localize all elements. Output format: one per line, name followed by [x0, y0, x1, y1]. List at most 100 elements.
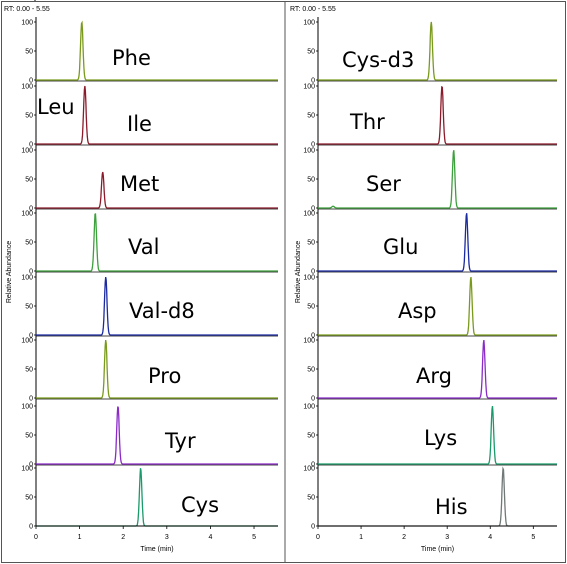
col1-xtick-label: 2: [121, 534, 125, 541]
col1-ytick-label: 50: [25, 0, 33, 2]
series-label-glu: Glu: [383, 235, 418, 259]
series-label-phe: Phe: [112, 46, 151, 70]
col1-x-axis-label: Time (min): [140, 546, 173, 553]
series-label-asp: Asp: [398, 299, 437, 323]
col2-ytick-label: 50: [307, 177, 315, 184]
col1-ytick-label: 0: [29, 142, 33, 149]
series-lys-trace: [318, 405, 557, 465]
col2-xtick-label: 0: [316, 534, 320, 541]
series-leu-trace: [36, 85, 278, 145]
col2-ytick-label: 50: [307, 240, 315, 247]
col2-rt-header: RT: 0.00 - 5.55: [290, 6, 336, 13]
series-ser-trace: [318, 150, 557, 209]
series-label-lys: Lys: [424, 426, 457, 450]
series-ile-trace: [36, 171, 278, 209]
col1-xtick-label: 3: [165, 534, 169, 541]
series-pro-trace: [36, 406, 278, 465]
series-val-trace: [36, 276, 278, 336]
col2-xtick-label: 5: [531, 534, 535, 541]
col2-xtick-label: 3: [445, 534, 449, 541]
series-label-met: Met: [120, 172, 159, 196]
col2-ytick-label: 50: [307, 495, 315, 502]
col2-xtick-label: 1: [359, 534, 363, 541]
col1-ytick-label: 0: [29, 78, 33, 85]
col1-ytick-label: 100: [21, 211, 33, 218]
col1-rt-header: RT: 0.00 - 5.55: [4, 6, 50, 13]
series-met-trace: [36, 213, 278, 272]
col1-ytick-label: 100: [21, 148, 33, 155]
series-cys-d3-trace: [318, 21, 557, 81]
col1-ytick-label: 0: [29, 396, 33, 403]
col1-xtick-label: 5: [252, 534, 256, 541]
col2-ytick-label: 100: [303, 275, 315, 282]
series-tyr-trace: [36, 468, 278, 527]
col1-ytick-label: 50: [25, 113, 33, 120]
col1-ytick-label: 100: [21, 0, 33, 2]
col2-ytick-label: 100: [303, 338, 315, 345]
col2-ytick-label: 0: [311, 524, 315, 531]
series-label-tyr: Tyr: [164, 429, 196, 453]
col1-xtick-label: 1: [78, 534, 82, 541]
col1-ytick-label: 50: [25, 433, 33, 440]
col2-ytick-label: 0: [311, 206, 315, 213]
series-label-val: Val: [128, 235, 159, 259]
col1-ytick-label: 0: [29, 524, 33, 531]
col1-y-axis-label: Relative Abundance: [6, 241, 13, 303]
col1-ytick-label: 50: [25, 304, 33, 311]
col2-ytick-label: 50: [307, 433, 315, 440]
col1-ytick-label: 0: [29, 0, 33, 2]
col1-xtick-label: 0: [34, 534, 38, 541]
series-thr-trace: [318, 85, 557, 145]
series-phe-trace: [36, 20, 278, 81]
col2-ytick-label: 0: [311, 269, 315, 276]
col1-ytick-label: 50: [25, 495, 33, 502]
series-asp-trace: [318, 276, 557, 336]
col2-xtick-label: 2: [402, 534, 406, 541]
series-label-thr: Thr: [349, 110, 385, 134]
col1-ytick-label: 100: [21, 404, 33, 411]
col2-ytick-label: 0: [311, 142, 315, 149]
col1-ytick-label: 0: [29, 206, 33, 213]
series-val-d8-trace: [36, 339, 278, 399]
col1-ytick-label: 100: [21, 338, 33, 345]
col2-xtick-label: 4: [488, 534, 492, 541]
col2-ytick-label: 50: [307, 304, 315, 311]
col2-x-axis-label: Time (min): [421, 546, 454, 553]
col1-ytick-label: 0: [29, 462, 33, 469]
col1-ytick-label: 0: [29, 333, 33, 340]
col2-ytick-label: 100: [303, 148, 315, 155]
col1-ytick-label: 0: [29, 269, 33, 276]
series-label-pro: Pro: [148, 364, 181, 388]
col1-xtick-label: 4: [208, 534, 212, 541]
col2-y-axis-label: Relative Abundance: [295, 241, 302, 303]
col2-ytick-label: 50: [307, 367, 315, 374]
col1-ytick-label: 100: [21, 20, 33, 27]
series-arg-trace: [318, 339, 557, 399]
series-label-cys-d3: Cys-d3: [342, 48, 414, 72]
series-label-ile: Ile: [127, 112, 152, 136]
col1-ytick-label: 50: [25, 240, 33, 247]
col1-ytick-label: 100: [21, 84, 33, 91]
series-label-leu: Leu: [37, 95, 75, 119]
col1-ytick-label: 50: [25, 367, 33, 374]
col2-ytick-label: 100: [303, 404, 315, 411]
col2-ytick-label: 50: [307, 49, 315, 56]
col2-ytick-label: 0: [311, 462, 315, 469]
col1-ytick-label: 50: [25, 49, 33, 56]
series-label-his: His: [435, 495, 468, 519]
col2-ytick-label: 50: [307, 113, 315, 120]
col2-ytick-label: 100: [303, 211, 315, 218]
col2-ytick-label: 0: [311, 333, 315, 340]
col1-ytick-label: 100: [21, 466, 33, 473]
series-label-cys: Cys: [181, 493, 219, 517]
col1-ytick-label: 50: [25, 177, 33, 184]
col1-ytick-label: 100: [21, 275, 33, 282]
col2-ytick-label: 0: [311, 396, 315, 403]
series-glu-trace: [318, 213, 557, 272]
series-label-arg: Arg: [416, 364, 452, 388]
col2-ytick-label: 100: [303, 20, 315, 27]
col2-ytick-label: 0: [311, 78, 315, 85]
col2-ytick-label: 100: [303, 466, 315, 473]
